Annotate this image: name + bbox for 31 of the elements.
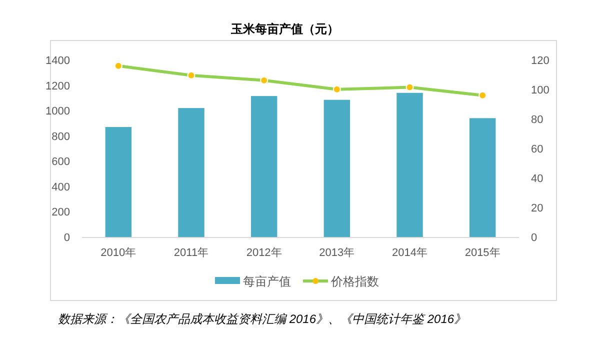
y-tick-label: 400 — [52, 181, 70, 194]
x-tick-label: 2012年 — [246, 247, 282, 259]
bar — [250, 96, 278, 237]
y-tick-label: 1400 — [46, 55, 70, 67]
bar — [105, 127, 132, 237]
y-tick-label: 600 — [52, 156, 70, 168]
y2-tick-label: 0 — [531, 232, 538, 244]
chart-title: 玉米每亩产值（元） — [230, 22, 339, 36]
y2-tick-label: 120 — [531, 55, 550, 67]
bar — [396, 92, 423, 237]
y2-tick-label: 40 — [531, 173, 544, 185]
y-tick-label: 1200 — [46, 80, 70, 92]
legend-label: 价格指数 — [330, 274, 379, 288]
legend-label: 每亩产值 — [243, 274, 291, 288]
y-tick-label: 0 — [64, 232, 70, 244]
bar — [178, 108, 204, 237]
source-note: 数据来源：《全国农产品成本收益资料汇编 2016》、《中国统计年鉴 2016》 — [58, 312, 466, 326]
y2-tick-label: 80 — [531, 114, 544, 126]
bar — [324, 100, 350, 237]
x-tick-label: 2014年 — [392, 247, 428, 259]
x-tick-label: 2015年 — [464, 247, 500, 259]
y-tick-label: 200 — [52, 206, 70, 219]
y2-tick-label: 60 — [531, 144, 544, 156]
y2-tick-label: 100 — [531, 84, 550, 96]
y2-tick-label: 20 — [531, 202, 544, 214]
y-tick-label: 1000 — [46, 106, 70, 118]
x-tick-label: 2010年 — [100, 247, 136, 259]
x-tick-label: 2013年 — [319, 247, 355, 259]
y-tick-label: 800 — [52, 130, 70, 143]
x-tick-label: 2011年 — [174, 247, 209, 259]
bar — [469, 118, 496, 237]
